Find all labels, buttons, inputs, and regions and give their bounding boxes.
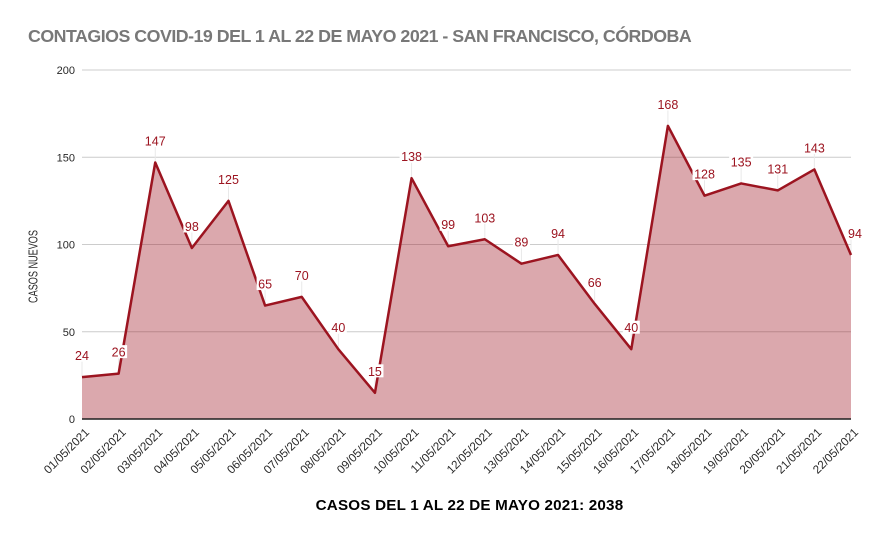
svg-text:40: 40: [624, 321, 638, 335]
svg-text:50: 50: [63, 327, 75, 339]
svg-text:100: 100: [57, 240, 75, 252]
svg-text:15: 15: [368, 365, 382, 379]
svg-text:125: 125: [218, 173, 239, 187]
svg-text:150: 150: [57, 152, 75, 164]
svg-text:89: 89: [514, 236, 528, 250]
svg-text:200: 200: [57, 65, 75, 77]
svg-text:143: 143: [804, 141, 825, 155]
svg-text:98: 98: [185, 220, 199, 234]
svg-text:66: 66: [588, 276, 602, 290]
svg-text:147: 147: [145, 134, 166, 148]
svg-text:135: 135: [731, 155, 752, 169]
svg-text:138: 138: [401, 150, 422, 164]
svg-text:70: 70: [295, 269, 309, 283]
svg-text:131: 131: [767, 162, 788, 176]
svg-text:24: 24: [75, 349, 89, 363]
svg-text:65: 65: [258, 278, 272, 292]
svg-text:99: 99: [441, 218, 455, 232]
svg-text:94: 94: [848, 227, 862, 241]
svg-text:0: 0: [69, 414, 75, 426]
svg-text:26: 26: [112, 346, 126, 360]
svg-text:103: 103: [474, 211, 495, 225]
svg-text:CASOS NUEVOS: CASOS NUEVOS: [27, 230, 41, 303]
svg-text:40: 40: [331, 321, 345, 335]
svg-text:128: 128: [694, 168, 715, 182]
svg-text:168: 168: [657, 98, 678, 112]
svg-text:94: 94: [551, 227, 565, 241]
